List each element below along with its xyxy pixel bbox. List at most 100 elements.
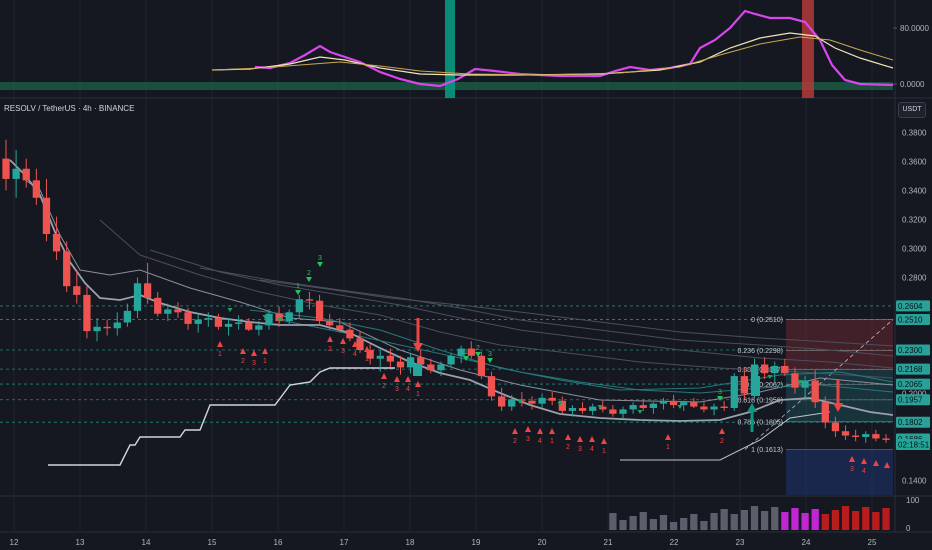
candle-body xyxy=(447,355,455,365)
volume-bar xyxy=(771,507,779,530)
candle-body xyxy=(862,434,870,437)
fib-level-label: 0.236 (0.2298) xyxy=(737,348,783,355)
price-tag-label: 0.1802 xyxy=(898,418,923,427)
volume-bar xyxy=(760,511,769,530)
volume-bar xyxy=(629,516,637,530)
candle-body xyxy=(508,399,516,407)
fib-level-label: 0 (0.2510) xyxy=(751,317,783,324)
candle-body xyxy=(164,309,172,314)
candle-body xyxy=(93,326,101,332)
sell-marker xyxy=(601,438,607,444)
candle-body xyxy=(22,168,30,181)
buy-marker xyxy=(557,402,563,406)
moving-average-line xyxy=(24,179,894,403)
candle-body xyxy=(83,294,91,332)
sell-marker-label: 2 xyxy=(382,383,386,390)
buy-marker xyxy=(317,262,323,267)
moving-average-line xyxy=(259,279,894,347)
buy-marker xyxy=(262,315,268,319)
fib-level-label: 0.786 (0.1805) xyxy=(737,419,783,426)
candle-body xyxy=(143,283,152,298)
candle-body xyxy=(700,406,708,410)
volume-bar xyxy=(680,518,688,530)
sell-marker xyxy=(381,373,387,379)
buy-marker xyxy=(717,396,723,401)
y-tick-label: 0.3000 xyxy=(902,245,927,254)
currency-button[interactable]: USDT xyxy=(898,102,926,118)
buy-signal-arrow-head xyxy=(747,403,757,412)
x-tick-label: 22 xyxy=(670,538,679,547)
sell-marker-label: 1 xyxy=(602,448,606,455)
fib-zone-upper xyxy=(786,319,893,370)
price-tag xyxy=(896,416,930,428)
x-tick-label: 12 xyxy=(10,538,19,547)
candle-body xyxy=(771,365,779,374)
x-tick-label: 14 xyxy=(142,538,151,547)
candle-body xyxy=(2,158,10,179)
sell-marker xyxy=(577,436,583,442)
candle-body xyxy=(417,357,425,365)
sell-marker-label: 3 xyxy=(578,446,582,453)
candle-body xyxy=(852,435,860,437)
candle-body xyxy=(204,318,212,320)
candle-body xyxy=(477,355,486,377)
y-tick-label: 0.2800 xyxy=(902,274,927,283)
sell-marker-label: 1 xyxy=(218,351,222,358)
x-tick-label: 16 xyxy=(274,538,283,547)
candle-body xyxy=(336,325,344,330)
oscillator-slow-line xyxy=(211,36,894,76)
candle-body xyxy=(154,297,162,314)
candle-body xyxy=(669,400,678,406)
candle-body xyxy=(801,380,809,388)
y-tick-label: 0.3600 xyxy=(902,158,927,167)
candle-body xyxy=(497,396,506,407)
sell-marker xyxy=(340,338,346,344)
price-tag-label: 02:18:51 xyxy=(898,441,930,450)
price-tag xyxy=(896,439,930,451)
fib-level-label: 0.618 (0.1956) xyxy=(737,397,783,404)
y-tick-label: 0.3800 xyxy=(902,129,927,138)
candle-body xyxy=(295,299,303,313)
candle-body xyxy=(356,338,364,350)
candle-body xyxy=(42,197,51,234)
candle-body xyxy=(730,376,738,408)
sell-marker-label: 1 xyxy=(416,391,420,398)
buy-marker-label: 2 xyxy=(476,345,480,352)
sell-marker-label: 3 xyxy=(341,348,345,355)
volume-bar xyxy=(669,522,678,530)
y-tick-label: 0.1400 xyxy=(902,477,927,486)
candle-body xyxy=(265,313,273,326)
candle-body xyxy=(811,380,819,403)
candle-body xyxy=(609,409,617,414)
volume-bar xyxy=(740,510,749,530)
x-tick-label: 25 xyxy=(868,538,877,547)
sell-marker xyxy=(251,350,257,356)
sell-marker-label: 2 xyxy=(513,438,517,445)
candle-body xyxy=(305,299,314,301)
volume-bar xyxy=(720,509,728,530)
highlight-candle xyxy=(413,364,422,376)
candle-body xyxy=(487,376,496,397)
volume-bar xyxy=(649,519,657,530)
moving-average-line xyxy=(199,267,894,357)
candle-body xyxy=(184,312,192,324)
candle-body xyxy=(224,323,233,327)
sell-marker-label: 4 xyxy=(406,386,410,393)
sell-marker xyxy=(262,348,268,354)
candle-body xyxy=(619,409,627,414)
sell-marker xyxy=(537,428,543,434)
candle-body xyxy=(315,300,324,321)
sell-marker xyxy=(861,458,867,464)
buy-marker xyxy=(487,358,493,363)
x-tick-label: 17 xyxy=(340,538,349,547)
oscillator-buy-signal xyxy=(445,0,455,98)
buy-marker-label: 3 xyxy=(488,351,492,358)
trailing-stop-line-2 xyxy=(620,411,831,461)
sell-signal-arrow-head xyxy=(413,343,423,352)
buy-marker xyxy=(797,380,803,384)
candle-body xyxy=(427,364,435,371)
buy-marker xyxy=(637,410,643,414)
sell-marker-label: 2 xyxy=(566,444,570,451)
sell-marker xyxy=(719,428,725,434)
